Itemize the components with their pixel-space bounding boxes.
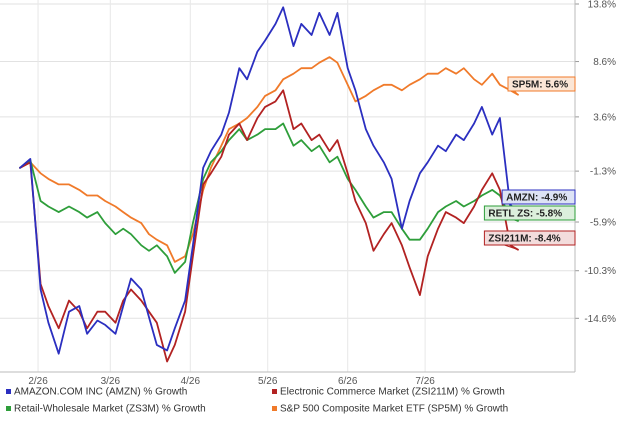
y-tick-label: -5.9%	[590, 218, 616, 229]
end-labels: AMZN: -4.9% ZSI211M: -8.4% RETL ZS: -5.8% S…	[483, 76, 576, 251]
legend-marker	[6, 406, 11, 411]
x-tick-label: 3/26	[101, 376, 121, 387]
y-tick-label: 13.8%	[588, 0, 616, 11]
end-label: AMZN: -4.9%	[506, 193, 567, 204]
y-tick-label: 3.6%	[593, 112, 616, 123]
series-line	[19, 122, 519, 274]
end-label-box	[483, 205, 576, 221]
legend-entry: Electronic Commerce Market (ZSI211M) % G…	[280, 387, 505, 398]
x-tick-label: 2/26	[28, 376, 48, 387]
y-tick-label: -14.6%	[584, 314, 616, 325]
legend-entry: AMAZON.COM INC (AMZN) % Growth	[14, 387, 187, 398]
series-lines	[19, 6, 519, 363]
x-tick-label: 7/26	[415, 376, 435, 387]
legend-entry: Retail-Wholesale Market (ZS3M) % Growth	[14, 404, 206, 415]
series-line	[19, 6, 519, 355]
gridlines	[0, 0, 575, 372]
legend-marker	[272, 389, 277, 394]
end-label-box	[501, 189, 576, 205]
end-label-box	[483, 230, 576, 246]
end-label: SP5M: 5.6%	[512, 80, 568, 91]
axes: 13.8% 8.6% 3.6% -1.3% -5.9% -10.3% -14.6% 2/26 3…	[0, 0, 616, 387]
x-tick-label: 4/26	[181, 376, 201, 387]
series-line	[19, 56, 519, 263]
legend-entry: S&P 500 Composite Market ETF (SP5M) % Gr…	[280, 404, 508, 415]
x-tick-label: 6/26	[338, 376, 358, 387]
legend: AMAZON.COM INC (AMZN) % Growth Electronic…	[6, 387, 508, 415]
x-tick-label: 5/26	[258, 376, 278, 387]
end-label: ZSI211M: -8.4%	[488, 234, 560, 245]
legend-marker	[272, 406, 277, 411]
y-tick-label: 8.6%	[593, 57, 616, 68]
y-tick-label: -10.3%	[584, 266, 616, 277]
end-label: RETL ZS: -5.8%	[488, 209, 562, 220]
legend-marker	[6, 389, 11, 394]
series-line	[19, 89, 519, 363]
y-tick-label: -1.3%	[590, 167, 616, 178]
end-label-box	[507, 76, 576, 92]
